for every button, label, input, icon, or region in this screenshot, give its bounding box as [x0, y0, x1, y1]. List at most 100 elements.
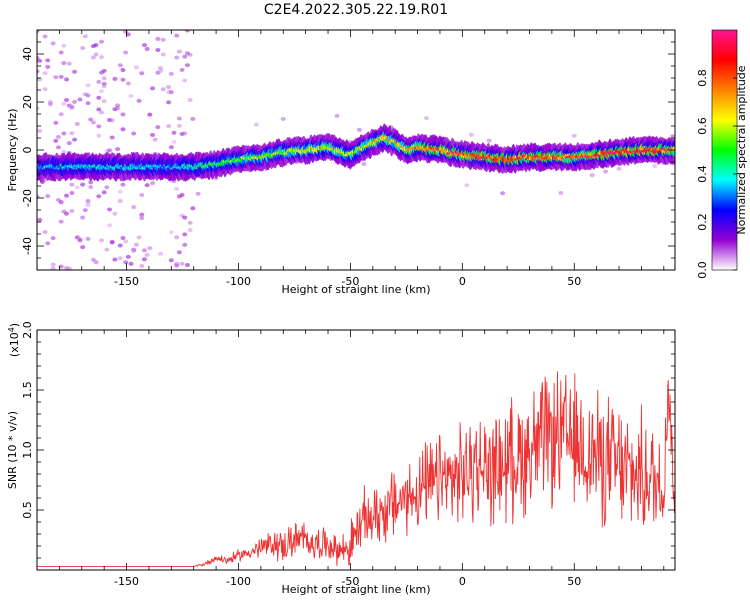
heatmap-cell: [69, 209, 75, 214]
heatmap-cell: [160, 52, 166, 57]
heatmap-cell: [64, 97, 70, 102]
heatmap-cell: [98, 89, 104, 94]
heatmap-cell: [117, 243, 123, 248]
chart-title: C2E4.2022.305.22.19.R01: [264, 2, 448, 18]
heatmap-cell: [72, 69, 78, 74]
heatmap-cell: [85, 83, 91, 88]
heatmap-cell: [61, 101, 67, 106]
heatmap-cell: [93, 43, 99, 48]
snr-y-label: SNR (10 * v/v): [6, 411, 19, 489]
heatmap-cell: [464, 183, 470, 188]
heatmap-cell: [55, 145, 61, 150]
heatmap-cell: [50, 266, 56, 270]
heatmap-cell: [174, 261, 180, 266]
heatmap-cell: [47, 100, 53, 105]
spectrogram-y-axis: -40 -20 0 20 40: [21, 29, 675, 271]
heatmap-cell: [117, 256, 123, 261]
heatmap-cell: [115, 103, 121, 108]
heatmap-cell: [42, 87, 48, 92]
heatmap-cell: [101, 84, 107, 89]
heatmap-cell: [182, 78, 188, 83]
heatmap-cell: [69, 131, 75, 136]
heatmap-cell: [424, 116, 430, 121]
heatmap-cell: [98, 110, 104, 115]
heatmap-cell: [187, 228, 193, 233]
heatmap-cell: [37, 128, 43, 133]
heatmap-cell: [101, 99, 107, 104]
heatmap-cell: [184, 263, 190, 268]
heatmap-cell: [72, 137, 78, 142]
heatmap-cell: [144, 252, 150, 257]
heatmap-cell: [112, 76, 118, 81]
heatmap-cell: [120, 235, 126, 240]
heatmap-cell: [139, 212, 145, 217]
heatmap-cell: [150, 132, 156, 137]
heatmap-cell: [101, 190, 107, 195]
heatmap-cell: [96, 133, 102, 138]
snr-x-tick-label: -150: [114, 575, 139, 588]
heatmap-cell: [45, 64, 51, 69]
heatmap-cell: [50, 262, 56, 267]
heatmap-cell: [58, 74, 64, 79]
heatmap-cell: [50, 236, 56, 241]
heatmap-cell: [107, 207, 113, 212]
spectrogram-x-tick-label: -50: [341, 275, 359, 288]
heatmap-cell: [37, 58, 43, 63]
heatmap-cell: [179, 261, 185, 266]
heatmap-cell: [139, 71, 145, 76]
heatmap-cell: [168, 258, 174, 263]
heatmap-cell: [120, 68, 126, 73]
spectrogram-y-tick-label: 40: [21, 47, 34, 61]
heatmap-cell: [85, 93, 91, 98]
spectrogram-x-tick-label: -150: [114, 275, 139, 288]
heatmap-cell: [155, 125, 161, 130]
heatmap-cell: [131, 131, 137, 136]
heatmap-cell: [136, 98, 142, 103]
heatmap-cell: [176, 250, 182, 255]
heatmap-cell: [616, 166, 622, 171]
snr-y-tick-label: 2.0: [21, 321, 34, 339]
snr-panel: -150 -100 -50 0 50 0.5 1.0 1.5 2.0 Height of st…: [6, 321, 676, 596]
heatmap-cell: [42, 34, 48, 39]
heatmap-cell: [141, 43, 147, 48]
colorbar-tick-label: 0.0: [696, 261, 709, 279]
heatmap-cell: [120, 112, 126, 117]
heatmap-cell: [109, 118, 115, 123]
snr-x-tick-label: 50: [567, 575, 581, 588]
heatmap-cell: [80, 215, 86, 220]
heatmap-cell: [176, 123, 182, 128]
heatmap-cell: [96, 124, 102, 129]
heatmap-cell: [187, 52, 193, 57]
heatmap-cell: [64, 77, 70, 82]
colorbar-tick-label: 0.2: [696, 213, 709, 231]
heatmap-cell: [42, 230, 48, 235]
heatmap-cell: [69, 182, 75, 187]
heatmap-cell: [174, 235, 180, 240]
heatmap-cell: [571, 133, 577, 138]
heatmap-cell: [558, 191, 564, 196]
heatmap-cell: [144, 46, 150, 51]
heatmap-cell: [141, 248, 147, 253]
heatmap-cell: [141, 257, 147, 262]
heatmap-cell: [45, 58, 51, 63]
heatmap-cell: [58, 219, 64, 224]
heatmap-cell: [96, 79, 102, 84]
heatmap-cell: [128, 94, 134, 99]
heatmap-cell: [139, 193, 145, 198]
heatmap-cell: [104, 185, 110, 190]
heatmap-cell: [150, 86, 156, 91]
heatmap-cell: [184, 63, 190, 68]
heatmap-cell: [64, 193, 70, 198]
heatmap-cell: [160, 37, 166, 42]
spectrogram-y-tick-label: -40: [21, 237, 34, 255]
heatmap-cell: [182, 232, 188, 237]
heatmap-cell: [80, 46, 86, 51]
snr-series: [37, 371, 675, 568]
snr-x-axis: -150 -100 -50 0 50: [36, 330, 665, 588]
heatmap-cell: [133, 65, 139, 70]
heatmap-cell: [58, 50, 64, 55]
heatmap-cell: [109, 135, 115, 140]
heatmap-cell: [101, 76, 107, 81]
heatmap-cell: [356, 127, 362, 132]
